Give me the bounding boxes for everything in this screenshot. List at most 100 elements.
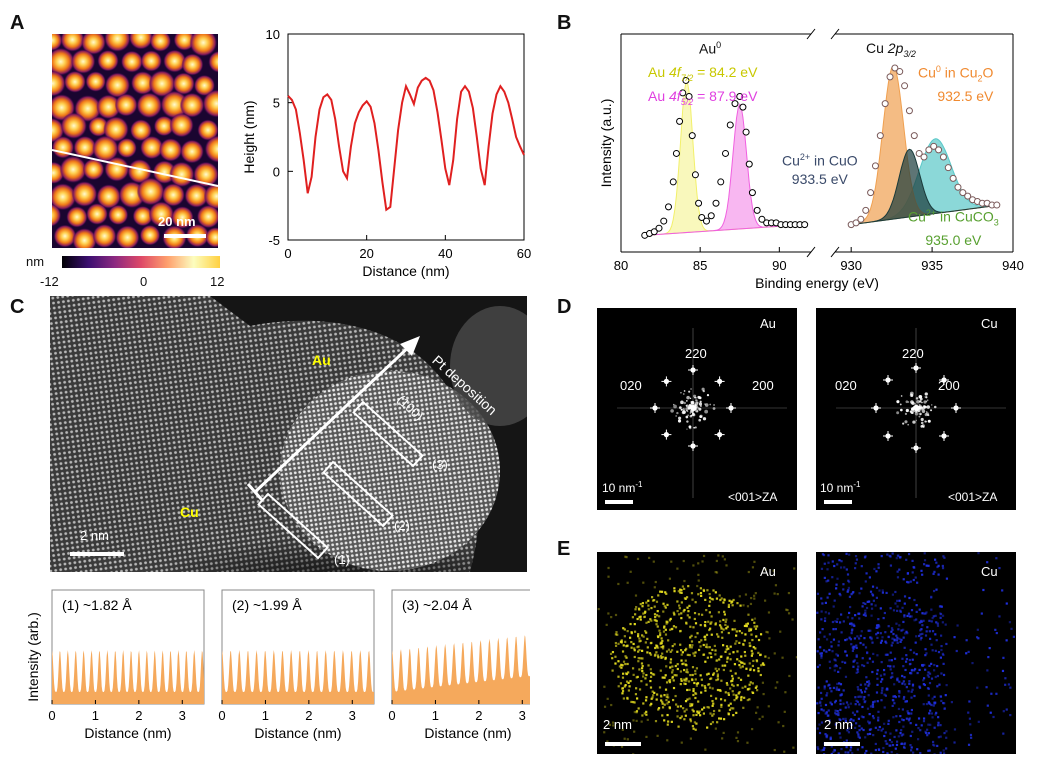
eds-cu-signal [875,586,879,589]
eds-cu-signal [871,594,875,597]
eds-au-signal [739,604,742,607]
eds-cu-signal [898,599,901,602]
fft-center-speckle [921,424,925,428]
eds-au-signal [670,628,673,631]
eds-cu-signal [877,710,880,713]
eds-au-signal [671,675,674,679]
eds-au-signal [720,703,723,706]
eds-au-signal [723,613,727,616]
eds-cu-signal [820,721,824,724]
eds-cu-signal [927,723,930,726]
eds-au-signal [722,668,725,672]
eds-cu-signal [836,682,839,685]
afm-grain [169,112,194,138]
eds-au-signal [669,617,672,621]
eds-au-signal [739,666,742,669]
eds-au-signal [689,737,693,740]
eds-cu-signal [854,703,857,706]
eds-cu-signal [851,628,854,631]
fft-center-speckle [933,405,937,409]
xps-cu-point [852,219,860,227]
eds-au-signal [647,604,650,607]
eds-cu-signal [822,709,825,712]
eds-au-signal [710,597,713,601]
eds-au-signal [647,599,650,602]
eds-au-signal [666,603,669,607]
eds-au-signal [646,646,649,649]
eds-cu-signal [890,644,893,647]
eds-cu-signal [826,568,829,571]
eds-cu-signal [886,742,889,745]
eds-au-signal [723,598,726,601]
eds-au-signal [654,615,657,619]
eds-au-signal [716,678,720,681]
eds-au-signal [694,696,697,700]
eds-au-signal [651,690,654,693]
eds-au-signal [653,599,656,602]
eds-cu-signal [926,674,929,677]
eds-cu-signal [848,719,852,722]
eds-cu-signal [879,607,882,610]
eds-au-signal [691,703,694,706]
eds-au-signal [756,689,759,692]
eds-cu-signal [995,692,998,695]
eds-au-signal [684,682,687,686]
eds-cu-signal [894,590,897,594]
eds-cu-signal [863,637,866,640]
fft-center-speckle [911,401,915,405]
eds-au-signal [725,645,729,648]
eds-cu-signal [928,681,932,685]
eds-cu-signal [1002,710,1005,713]
eds-cu-signal [835,686,838,689]
eds-cu-signal [945,730,948,733]
eds-au-signal [662,647,665,650]
eds-au-signal [667,696,670,699]
eds-au-signal [736,684,739,687]
eds-cu-signal [851,751,854,754]
eds-au-signal [620,639,623,642]
eds-au-signal [637,607,641,610]
eds-cu-signal [910,712,913,715]
eds-au-signal [701,684,704,687]
fft-center-speckle [927,419,931,423]
eds-cu-signal [932,589,936,593]
afm-grain [180,139,204,164]
eds-cu-signal [856,685,859,689]
fft-center-speckle [690,388,692,390]
eds-cu-signal [922,677,926,680]
fft-center-speckle [686,410,689,413]
eds-au-signal [742,604,745,607]
eds-cu-signal [844,638,847,642]
fft-au [597,308,797,510]
eds-au-signal [606,740,609,743]
eds-cu-signal [937,564,940,567]
eds-cu-signal [925,611,928,614]
eds-au-signal [716,673,720,676]
eds-cu-signal [890,659,893,662]
fft-center-speckle [910,409,914,412]
eds-cu-signal [914,641,917,644]
cu-cuo-component [850,148,997,226]
eds-cu-signal [939,605,942,608]
eds-cu-signal [889,651,892,654]
eds-cu-signal [865,687,868,690]
eds-cu-signal [935,639,938,642]
eds-cu-signal [934,675,937,679]
eds-cu-signal [887,719,890,722]
afm-grain [60,112,87,139]
eds-au-signal [712,712,715,716]
eds-au-signal [735,711,738,714]
eds-cu-signal [825,680,828,683]
eds-au-signal [710,633,713,636]
chart-a-xtick-label: 40 [438,246,452,261]
chart-c-xtick-label: 1 [92,708,99,723]
eds-cu-signal [839,667,842,670]
fft-center-speckle [694,401,699,406]
eds-cu-signal [844,751,847,754]
eds-cu-signal [842,588,845,591]
eds-au-signal [707,620,710,623]
eds-au-signal [650,606,653,610]
afm-grain [148,70,176,97]
haadf-scalebar-label: 2 nm [80,528,109,543]
eds-cu-signal [817,686,820,689]
